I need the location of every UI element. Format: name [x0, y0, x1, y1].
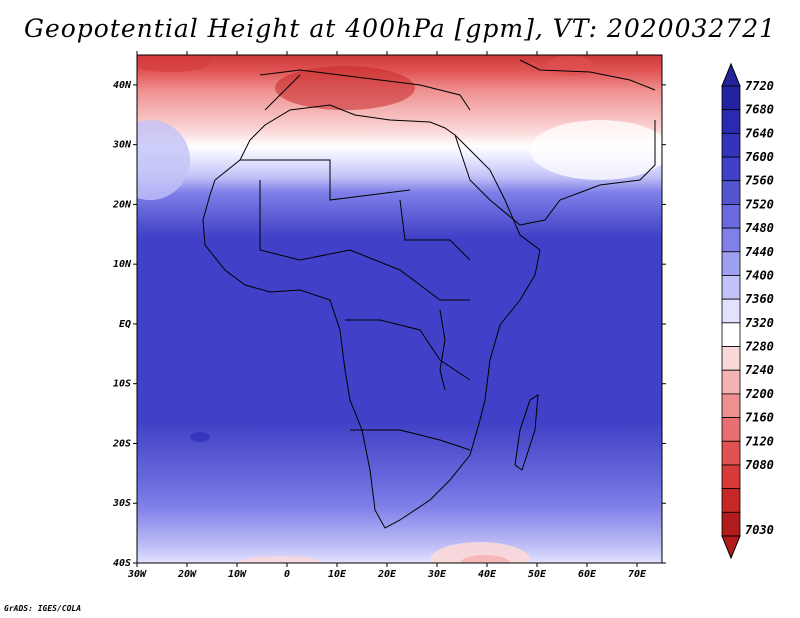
map-title: Geopotential Height at 400hPa [gpm], VT:…: [23, 14, 777, 43]
lat-tick-label: 40S: [113, 558, 131, 569]
colorbar-segment: [721, 511, 741, 537]
lon-tick-label: 30W: [127, 569, 147, 580]
colorbar-bottom-arrow: [721, 535, 741, 560]
colorbar-label: 7200: [745, 387, 774, 401]
colorbar-label: 7640: [745, 126, 774, 140]
lon-tick-label: 70E: [628, 569, 647, 580]
longitude-axis: 30W 20W 10W 0 10E 20E 30E 40E 50E 60E 70E: [127, 51, 647, 580]
plot-frame: [136, 54, 663, 564]
coastlines: [202, 59, 656, 529]
lon-tick-label: 10W: [228, 569, 247, 580]
colorbar: 7720 7680 7640 7600 7560 7520 7480 7440 7400 7360…: [721, 62, 774, 560]
colorbar-label: 7480: [745, 221, 774, 235]
colorbar-label: 7120: [745, 434, 774, 448]
lon-tick-label: 20W: [177, 569, 197, 580]
colorbar-segment: [721, 298, 741, 324]
colorbar-segment: [721, 393, 741, 418]
lon-tick-label: 20E: [377, 569, 397, 580]
lat-tick-label: 20N: [112, 199, 132, 210]
colorbar-segment: [721, 109, 741, 134]
lat-tick-label: 30N: [112, 140, 132, 151]
lon-tick-label: 40E: [478, 569, 497, 580]
colorbar-segment: [721, 346, 741, 371]
colorbar-segment: [721, 132, 741, 158]
colorbar-segment: [721, 227, 741, 253]
colorbar-segment: [721, 275, 741, 300]
colorbar-top-arrow: [721, 62, 741, 87]
lon-tick-label: 50E: [528, 569, 547, 580]
colorbar-label: 7160: [745, 411, 774, 425]
colorbar-label: 7440: [745, 245, 774, 259]
colorbar-segment: [721, 251, 741, 276]
colorbar-segment: [721, 180, 741, 205]
colorbar-segment: [721, 369, 741, 395]
lat-tick-label: 40N: [113, 80, 132, 91]
colorbar-label: 7400: [745, 268, 774, 282]
lat-tick-label: EQ: [119, 319, 131, 330]
colorbar-label: 7240: [745, 363, 774, 377]
colorbar-segment: [721, 204, 741, 229]
lon-tick-label: 0: [284, 569, 290, 580]
lat-tick-label: 20S: [112, 438, 131, 449]
colorbar-label: 7560: [745, 174, 774, 188]
colorbar-segment: [721, 440, 741, 466]
colorbar-label: 7720: [745, 79, 774, 93]
lat-tick-label: 10N: [113, 259, 132, 270]
height-field: [137, 55, 662, 563]
colorbar-label: 7680: [745, 103, 774, 117]
colorbar-segment: [721, 322, 741, 347]
colorbar-segment: [721, 156, 741, 182]
colorbar-label: 7360: [745, 292, 774, 306]
lon-tick-label: 30E: [427, 569, 447, 580]
colorbar-segment: [721, 464, 741, 490]
colorbar-segment: [721, 417, 741, 442]
colorbar-label: 7520: [745, 197, 774, 211]
colorbar-label: 7320: [745, 316, 774, 330]
colorbar-segment: [721, 488, 741, 513]
colorbar-label: 7280: [745, 340, 774, 354]
latitude-axis: 40N 30N 20N 10N EQ 10S 20S 30S 40S: [112, 80, 666, 569]
colorbar-segment: [721, 85, 741, 111]
lon-tick-label: 10E: [328, 569, 347, 580]
colorbar-label: 7600: [745, 150, 774, 164]
lat-tick-label: 10S: [113, 379, 131, 390]
lat-tick-label: 30S: [112, 498, 131, 509]
lon-tick-label: 60E: [578, 569, 597, 580]
credit-label: GrADS: IGES/COLA: [4, 604, 82, 613]
colorbar-label: 7080: [745, 458, 774, 472]
colorbar-label: 7030: [745, 523, 774, 537]
